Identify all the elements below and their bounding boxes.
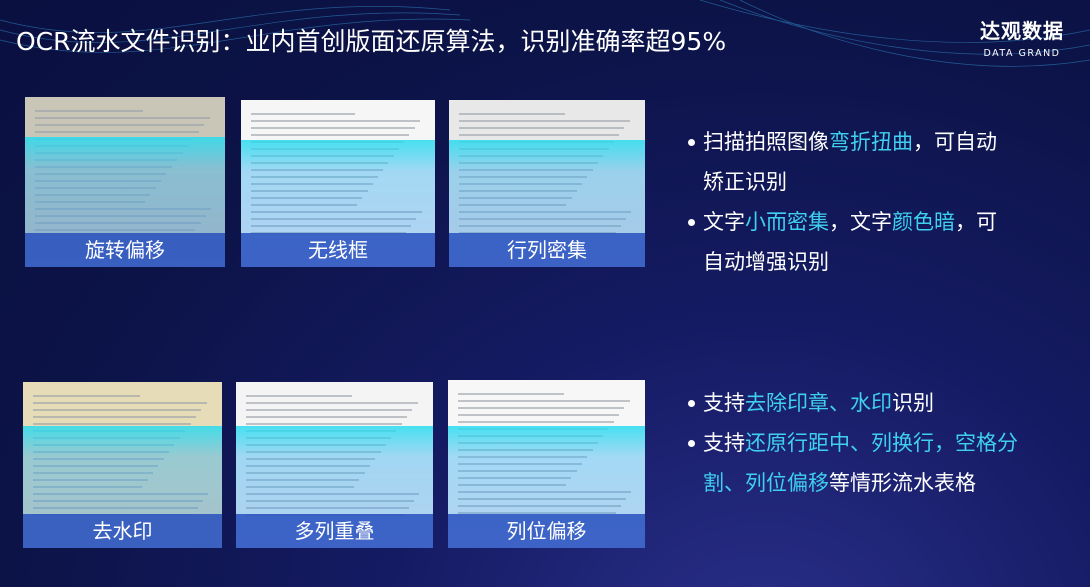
highlighted-text: 还原行距中、列换行，空格分割、列位偏移 xyxy=(703,431,1018,495)
bullet-text: 支持 xyxy=(703,391,745,415)
example-image-card: 去水印 xyxy=(23,382,222,548)
logo-en: DATA GRAND xyxy=(983,48,1061,59)
example-image-card: 列位偏移 xyxy=(448,380,645,548)
card-label: 无线框 xyxy=(241,233,435,267)
example-image-card: 无线框 xyxy=(241,100,435,267)
highlighted-text: 小而密集 xyxy=(745,210,829,234)
example-image-card: 旋转偏移 xyxy=(25,97,225,267)
bullet-item: 文字小而密集，文字颜色暗，可自动增强识别 xyxy=(688,202,1008,282)
bullet-text: ，文字 xyxy=(829,210,892,234)
slide-title: OCR流水文件识别：业内首创版面还原算法，识别准确率超95% xyxy=(16,27,727,56)
wave-decoration xyxy=(0,0,1090,67)
bullet-item: 支持还原行距中、列换行，空格分割、列位偏移等情形流水表格 xyxy=(688,423,1038,503)
bullet-text: ，可自动矫正识别 xyxy=(703,130,997,194)
bullet-text: ，可自动增强识别 xyxy=(703,210,997,274)
example-image-card: 行列密集 xyxy=(449,100,645,267)
highlighted-text: 弯折扭曲 xyxy=(829,130,913,154)
card-label: 去水印 xyxy=(23,514,222,548)
bullet-list: 支持去除印章、水印识别 支持还原行距中、列换行，空格分割、列位偏移等情形流水表格 xyxy=(688,383,1038,503)
bullet-item: 扫描拍照图像弯折扭曲，可自动矫正识别 xyxy=(688,122,1008,202)
highlighted-text: 颜色暗 xyxy=(892,210,955,234)
bullet-text: 文字 xyxy=(703,210,745,234)
card-label: 列位偏移 xyxy=(448,514,645,548)
logo: 达观数据 DATA GRAND xyxy=(980,15,1064,59)
bullet-text: 扫描拍照图像 xyxy=(703,130,829,154)
card-label: 行列密集 xyxy=(449,233,645,267)
highlighted-text: 去除印章、水印 xyxy=(745,391,892,415)
bullet-item: 支持去除印章、水印识别 xyxy=(688,383,1038,423)
bullet-list: 扫描拍照图像弯折扭曲，可自动矫正识别 文字小而密集，文字颜色暗，可自动增强识别 xyxy=(688,122,1008,282)
bullet-text: 支持 xyxy=(703,431,745,455)
logo-cn: 达观数据 xyxy=(980,19,1064,43)
card-label: 多列重叠 xyxy=(236,514,433,548)
bullet-text: 识别 xyxy=(892,391,934,415)
card-label: 旋转偏移 xyxy=(25,233,225,267)
example-image-card: 多列重叠 xyxy=(236,382,433,548)
bullet-text: 等情形流水表格 xyxy=(829,471,976,495)
